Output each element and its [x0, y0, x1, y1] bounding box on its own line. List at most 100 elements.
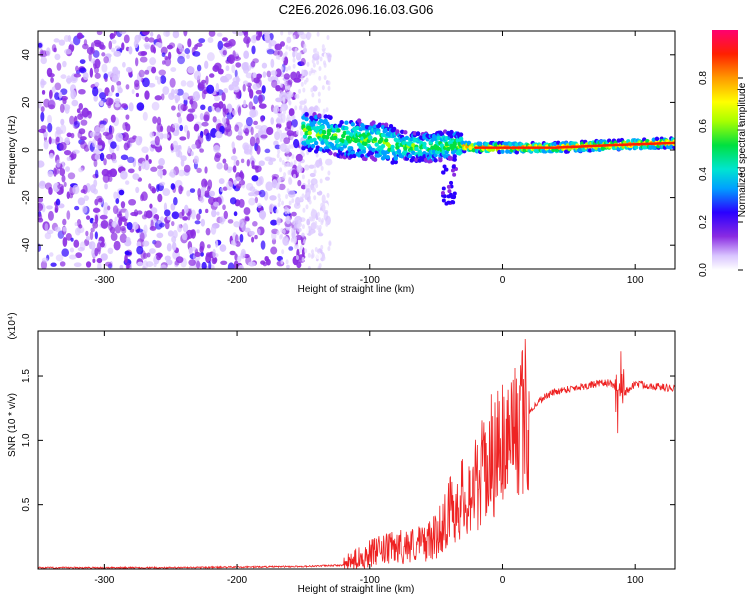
spectrogram-noise-cell — [82, 43, 89, 50]
spectrogram-noise-cell — [288, 176, 292, 182]
spectrogram-noise-cell — [119, 264, 124, 269]
spectrogram-noise-cell — [161, 52, 166, 57]
spectrogram-noise-cell — [100, 219, 109, 229]
spectrogram-noise-cell — [205, 227, 211, 236]
spectrogram-noise-cell — [115, 198, 120, 204]
spectrogram-noise-cell — [199, 246, 204, 253]
spectrogram-noise-cell — [106, 153, 113, 160]
spectrogram-noise-cell — [72, 149, 80, 154]
spectrogram-noise-cell — [275, 84, 281, 92]
spectrogram-noise-cell — [166, 125, 172, 134]
spectrogram-signal-cell — [304, 112, 309, 117]
snr-x-ticks: -300 -200 -100 0 100 — [94, 331, 644, 586]
spectrogram-noise-cell — [220, 187, 224, 192]
spectrogram-noise-cell — [235, 159, 240, 167]
spectrogram-noise-cell — [149, 248, 156, 254]
spectrogram-noise-cell — [135, 228, 144, 233]
spectrogram-noise-cell — [113, 240, 121, 251]
spectrogram-noise-cell — [167, 51, 172, 60]
spectrogram-noise-cell — [94, 231, 98, 240]
spectrogram-noise-cell — [276, 153, 280, 159]
spectrogram-noise-cell — [222, 186, 228, 191]
spectrogram-noise-cell — [62, 226, 67, 232]
spectrogram-noise-cell — [46, 205, 53, 210]
spectrogram-noise-cell — [201, 90, 206, 100]
spectrogram-noise-cell — [257, 203, 262, 209]
snr-x-axis-title: Height of straight line (km) — [298, 584, 415, 595]
spectrogram-noise-cell — [40, 106, 45, 113]
spectrogram-noise-cell — [239, 170, 244, 179]
spectrogram-noise-cell — [66, 156, 72, 162]
spectrogram-noise-cell — [159, 132, 164, 140]
spectrogram-noise-cell — [290, 125, 294, 131]
spectrogram-noise-cell — [313, 178, 317, 184]
spectrogram-noise-cell — [197, 188, 202, 198]
spectrogram-signal-cell — [460, 140, 465, 145]
spectrogram-noise-cell — [315, 152, 319, 158]
spectrogram-noise-cell — [196, 260, 201, 269]
spectrogram-noise-cell — [215, 107, 221, 114]
spectrogram-noise-cell — [233, 179, 237, 186]
spectrogram-noise-cell — [279, 136, 283, 142]
spectrogram-noise-cell — [243, 31, 249, 38]
spectrogram-noise-cell — [120, 103, 128, 109]
spectrogram-noise-cell — [93, 94, 98, 102]
spectrogram-noise-cell — [315, 80, 321, 88]
spectrogram-noise-cell — [61, 174, 66, 183]
spectrogram-noise-cell — [286, 264, 290, 269]
spectrogram-noise-cell — [323, 52, 327, 63]
spectrogram-noise-cell — [39, 49, 44, 58]
spectrogram-noise-cell — [291, 154, 295, 160]
spectrogram-noise-cell — [58, 39, 66, 46]
spectrogram-noise-cell — [100, 253, 108, 261]
spectrogram-noise-cell — [162, 188, 171, 197]
spectrogram-noise-cell — [280, 227, 284, 233]
spectrogram-noise-cell — [300, 57, 306, 66]
spectrogram-noise-cell — [49, 252, 54, 257]
spectrogram-noise-cell — [231, 64, 236, 74]
spectrogram-noise-cell — [323, 75, 327, 81]
spectrogram-noise-cell — [225, 65, 230, 72]
spectrogram-noise-cell — [186, 113, 195, 122]
spectrogram-noise-cell — [228, 54, 234, 64]
spectrogram-noise-cell — [85, 236, 91, 241]
spectrogram-noise-cell — [206, 244, 211, 249]
spectrogram-noise-cell — [282, 98, 286, 104]
spectrogram-signal-cell — [443, 167, 448, 172]
spectrogram-noise-cell — [88, 241, 93, 250]
spectrogram-noise-cell — [308, 70, 312, 76]
spectrogram-noise-cell — [277, 193, 281, 199]
spectrogram-noise-cell — [94, 82, 100, 87]
spectrogram-noise-cell — [121, 132, 129, 142]
spectrogram-noise-cell — [38, 213, 43, 221]
spectrogram-noise-cell — [222, 116, 227, 124]
spectrogram-noise-cell — [276, 230, 280, 236]
y-tick-label: -20 — [21, 190, 32, 205]
spectrogram-noise-cell — [275, 68, 282, 78]
spectrogram-noise-cell — [321, 44, 325, 50]
spectrogram-noise-cell — [96, 31, 103, 36]
spectrogram-noise-cell — [301, 224, 305, 230]
spectrogram-noise-cell — [214, 62, 222, 71]
spectrogram-noise-cell — [188, 259, 196, 266]
spectrogram-noise-cell — [125, 114, 130, 120]
spectrogram-noise-cell — [40, 80, 47, 86]
spectrogram-noise-cell — [170, 183, 176, 190]
spectrogram-noise-cell — [212, 102, 221, 108]
spectrogram-noise-cell — [41, 89, 46, 95]
spectrogram-noise-cell — [280, 31, 284, 36]
spectrogram-noise-cell — [149, 203, 153, 209]
spectrogram-noise-cell — [208, 73, 215, 78]
spectrogram-noise-cell — [165, 31, 170, 37]
spectrogram-noise-cell — [228, 104, 232, 114]
spectrogram-noise-cell — [207, 105, 213, 113]
spectrogram-noise-cell — [47, 122, 53, 133]
spectrogram-noise-cell — [94, 153, 101, 161]
spectrogram-noise-cell — [40, 56, 47, 65]
spectrogram-noise-cell — [186, 190, 191, 197]
spectrogram-noise-cell — [277, 202, 281, 208]
spectrogram-noise-cell — [292, 57, 296, 63]
spectrogram-noise-cell — [232, 31, 238, 35]
spectrogram-noise-cell — [115, 132, 123, 143]
